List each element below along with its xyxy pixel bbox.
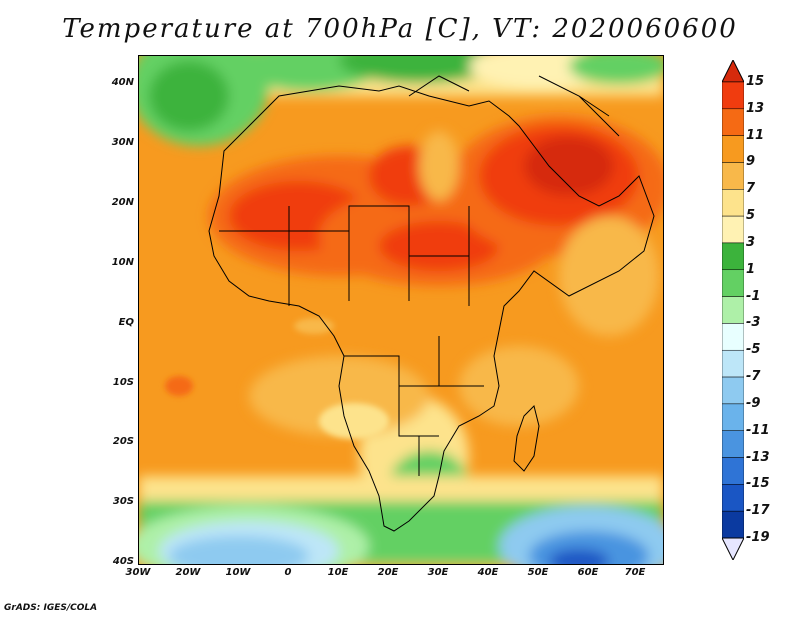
lat-label: EQ [118, 317, 134, 328]
colorbar-segment [722, 215, 744, 244]
colorbar-label: -17 [746, 503, 770, 519]
colorbar-label: -7 [746, 369, 761, 385]
lon-label: 40E [477, 567, 499, 578]
colorbar-segment [722, 376, 744, 405]
colorbar-label: 1 [746, 261, 756, 277]
lon-label: 30W [125, 567, 151, 578]
colorbar-segment [722, 484, 744, 512]
lat-label: 10S [112, 377, 134, 388]
lon-label: 50E [527, 567, 549, 578]
colorbar-segment [722, 242, 744, 271]
colorbar-label: -9 [746, 395, 761, 411]
colorbar-label: -15 [746, 476, 770, 492]
colorbar-segment [722, 349, 744, 378]
lon-label: 30E [427, 567, 449, 578]
colorbar-segment [722, 323, 744, 351]
map-canvas [139, 56, 663, 564]
colorbar-segment [722, 403, 744, 431]
colorbar-segment [722, 81, 744, 110]
lon-label: 10W [225, 567, 251, 578]
colorbar-label: 15 [746, 74, 765, 89]
colorbar-label: 5 [746, 208, 756, 224]
colorbar-segment [722, 510, 744, 539]
colorbar-label: 3 [746, 234, 756, 250]
colorbar-segment [722, 108, 744, 136]
lon-label: 60E [577, 567, 599, 578]
lat-label: 10N [111, 257, 134, 268]
lon-label: 10E [327, 567, 349, 578]
colorbar-segment [722, 189, 744, 217]
colorbar-label: -11 [746, 422, 770, 438]
colorbar-segment [722, 430, 744, 458]
colorbar-label: -1 [746, 288, 761, 304]
lat-label: 30N [111, 137, 134, 148]
colorbar-segment [722, 269, 744, 297]
lon-label: 20E [377, 567, 399, 578]
colorbar-label: -19 [746, 530, 770, 545]
lat-label: 20S [112, 436, 134, 447]
colorbar-top-arrow [722, 60, 744, 83]
credit-label: GrADS: IGES/COLA [4, 603, 98, 613]
colorbar-segment [722, 296, 744, 324]
colorbar-label: -3 [746, 315, 761, 331]
colorbar [722, 60, 744, 560]
temperature-map [138, 55, 664, 565]
colorbar-label: 11 [746, 127, 765, 143]
lon-label: 0 [284, 567, 292, 578]
coastlines [208, 75, 655, 532]
lon-label: 70E [624, 567, 646, 578]
colorbar-label: -13 [746, 449, 770, 465]
colorbar-segment [722, 162, 744, 190]
lat-label: 30S [112, 496, 134, 507]
colorbar-label: -5 [746, 342, 761, 358]
colorbar-label: 9 [746, 154, 756, 170]
colorbar-bottom-arrow [722, 537, 744, 560]
lat-label: 20N [111, 197, 134, 208]
colorbar-label: 13 [746, 100, 765, 116]
colorbar-segment [722, 457, 744, 485]
map-title: Temperature at 700hPa [C], VT: 202006060… [62, 14, 738, 44]
lat-label: 40N [111, 77, 134, 88]
lat-label: 40S [112, 556, 134, 567]
colorbar-segment [722, 135, 744, 163]
lon-label: 20W [175, 567, 201, 578]
colorbar-label: 7 [746, 181, 756, 197]
